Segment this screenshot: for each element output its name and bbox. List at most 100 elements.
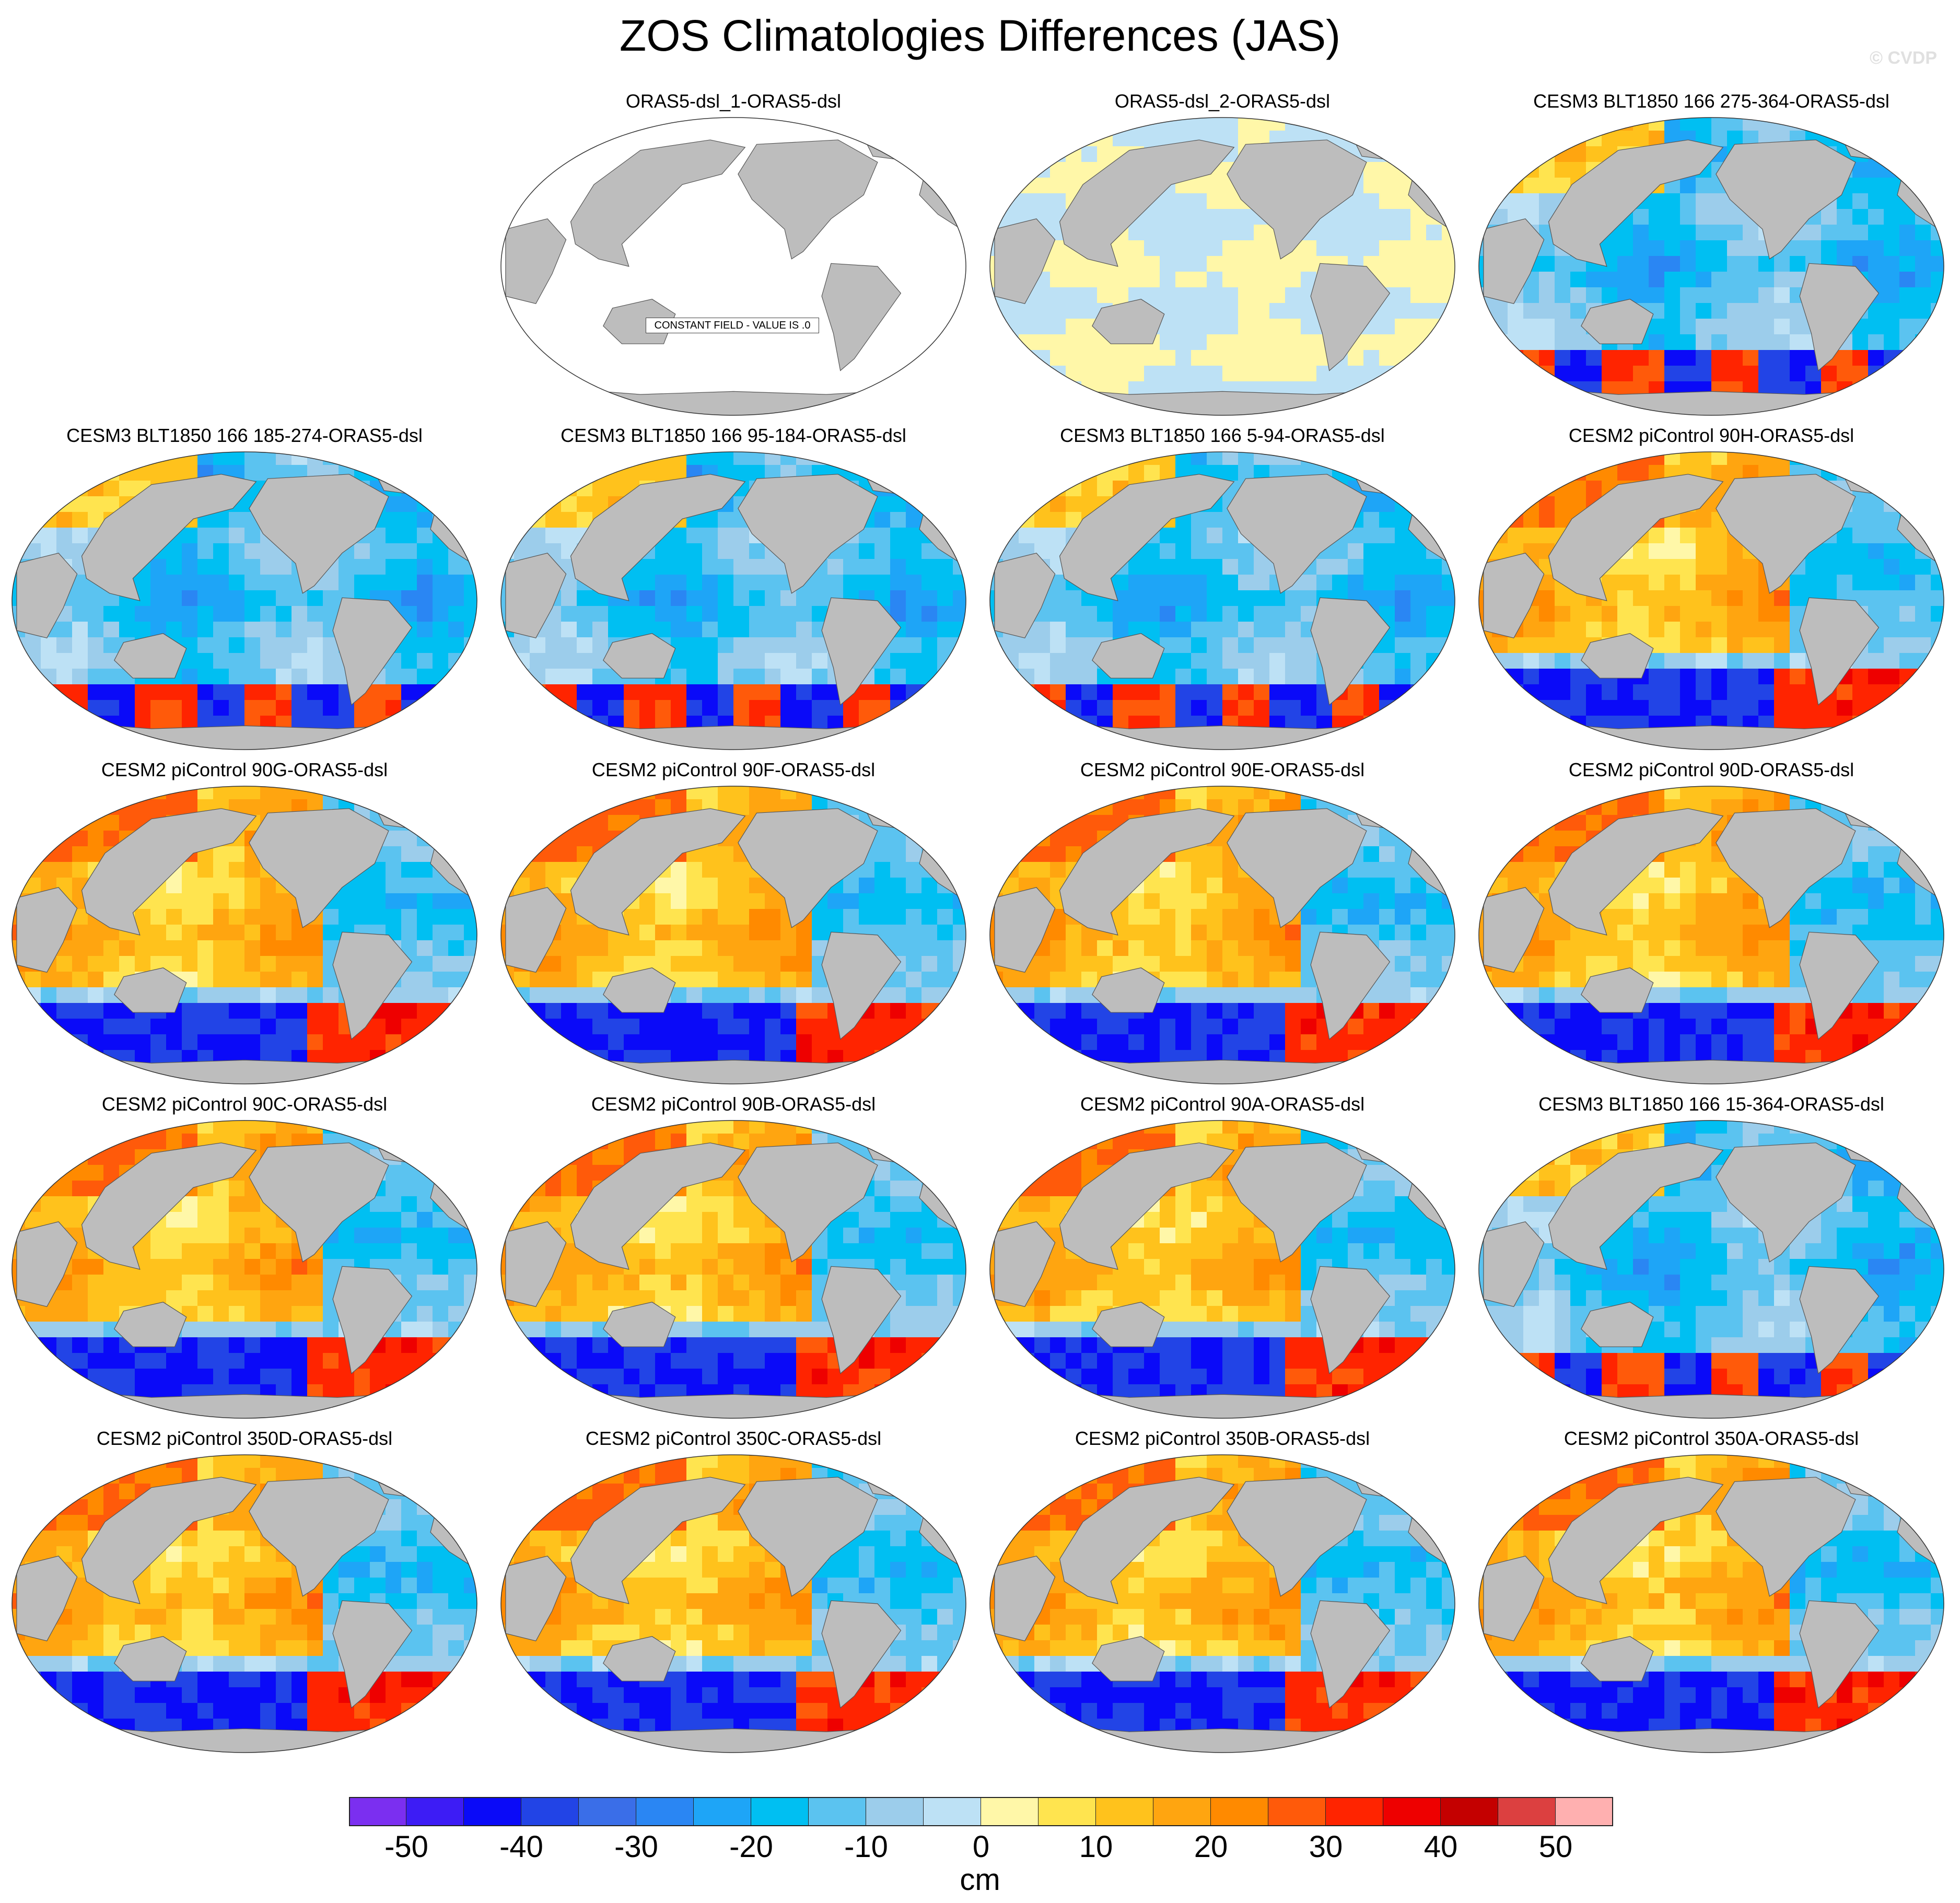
land-namerica <box>249 1477 389 1597</box>
world-map <box>500 117 966 416</box>
colorbar-cell <box>809 1797 866 1826</box>
land-samerica <box>1310 597 1391 706</box>
map-panel: CESM2 piControl 90E-ORAS5-dsl <box>982 758 1463 1084</box>
land-australia <box>603 633 676 679</box>
world-map <box>1478 1454 1944 1753</box>
map-panel: ORAS5-dsl_2-ORAS5-dsl <box>982 90 1463 416</box>
land-samerica <box>1799 931 1880 1040</box>
land-samerica <box>1310 931 1391 1040</box>
colorbar-cell <box>1153 1797 1211 1826</box>
map-panel: CESM2 piControl 350D-ORAS5-dsl <box>4 1427 485 1753</box>
panel-title: CESM2 piControl 90H-ORAS5-dsl <box>1568 425 1854 446</box>
world-map <box>11 1454 477 1753</box>
map-border <box>500 117 966 416</box>
land-namerica <box>738 1477 878 1597</box>
panel-title: CESM2 piControl 90D-ORAS5-dsl <box>1568 759 1854 780</box>
map-panel: CESM2 piControl 350B-ORAS5-dsl <box>982 1427 1463 1753</box>
land-asia <box>1548 474 1724 601</box>
map-border <box>1478 1120 1944 1419</box>
anomaly-field <box>501 786 966 1084</box>
panel-title: CESM2 piControl 90F-ORAS5-dsl <box>591 759 876 780</box>
land-samerica <box>332 597 413 706</box>
world-map <box>1478 786 1944 1084</box>
colorbar-cell <box>751 1797 809 1826</box>
colorbar-tick-label: 30 <box>1309 1830 1343 1864</box>
land-namerica <box>1716 474 1856 594</box>
world-map <box>500 1120 966 1419</box>
map-panels-grid: ORAS5-dsl_1-ORAS5-dsl CONSTANT FIELD - VA… <box>4 90 1944 1753</box>
world-map <box>500 1454 966 1753</box>
anomaly-field <box>990 118 1455 415</box>
land-namerica <box>249 474 389 594</box>
anomaly-field <box>990 1455 1455 1753</box>
land-australia <box>1581 1636 1654 1682</box>
colorbar-tick-label: 40 <box>1424 1830 1458 1864</box>
map-border <box>11 786 477 1084</box>
constant-field-label: CONSTANT FIELD - VALUE IS .0 <box>646 318 819 333</box>
land-asia <box>1548 1477 1724 1604</box>
colorbar-tick-label: -40 <box>499 1830 543 1864</box>
colorbar-tick-label: 50 <box>1538 1830 1573 1864</box>
land-asia <box>570 474 746 601</box>
anomaly-field <box>12 786 477 1084</box>
land-samerica <box>1799 1600 1880 1709</box>
panel-title: CESM2 piControl 350D-ORAS5-dsl <box>96 1428 393 1449</box>
map-panel: CESM2 piControl 90C-ORAS5-dsl <box>4 1093 485 1419</box>
land-asia <box>1548 808 1724 936</box>
land-samerica <box>1799 263 1880 371</box>
anomaly-field <box>1479 786 1944 1084</box>
colorbar-cell <box>1268 1797 1326 1826</box>
colorbar-tick-label: -30 <box>614 1830 658 1864</box>
anomaly-field <box>12 452 477 750</box>
anomaly-field <box>990 1120 1455 1418</box>
colorbar-cell <box>1441 1797 1498 1826</box>
land-namerica <box>1716 139 1856 260</box>
land-namerica <box>738 474 878 594</box>
map-border <box>500 786 966 1084</box>
colorbar-tick-label: 10 <box>1079 1830 1113 1864</box>
land-australia <box>1581 299 1654 344</box>
colorbar-cell <box>1039 1797 1096 1826</box>
panel-title: CESM2 piControl 90E-ORAS5-dsl <box>1080 759 1365 780</box>
colorbar-units: cm <box>960 1863 1000 1897</box>
land-namerica <box>1716 808 1856 928</box>
land-asia <box>81 474 257 601</box>
land-australia <box>1092 1302 1165 1347</box>
panel-title: CESM3 BLT1850 166 5-94-ORAS5-dsl <box>1060 425 1385 446</box>
land-namerica <box>738 139 878 260</box>
land-samerica <box>821 263 902 371</box>
land-australia <box>114 1636 187 1682</box>
anomaly-field <box>501 452 966 750</box>
land-samerica <box>1310 1600 1391 1709</box>
panel-title: CESM2 piControl 350C-ORAS5-dsl <box>585 1428 882 1449</box>
anomaly-field <box>501 118 966 415</box>
world-map <box>1478 117 1944 416</box>
anomaly-field <box>990 452 1455 750</box>
map-panel: CESM3 BLT1850 166 5-94-ORAS5-dsl <box>982 424 1463 750</box>
map-border <box>1478 786 1944 1084</box>
land-samerica <box>1310 263 1391 371</box>
panel-title: CESM3 BLT1850 166 15-364-ORAS5-dsl <box>1538 1093 1884 1115</box>
world-map <box>989 451 1455 750</box>
land-asia <box>81 808 257 936</box>
land-samerica <box>821 1266 902 1374</box>
anomaly-field <box>1479 1120 1944 1418</box>
anomaly-field <box>1479 452 1944 750</box>
map-border <box>11 1120 477 1419</box>
colorbar-cell <box>1383 1797 1441 1826</box>
land-asia <box>570 139 746 267</box>
land-asia <box>1548 139 1724 267</box>
land-australia <box>1581 967 1654 1013</box>
map-border <box>1478 117 1944 416</box>
anomaly-field <box>501 1120 966 1418</box>
land-namerica <box>1716 1142 1856 1263</box>
land-australia <box>1092 1636 1165 1682</box>
land-samerica <box>821 597 902 706</box>
colorbar-cell <box>406 1797 464 1826</box>
land-samerica <box>1310 1266 1391 1374</box>
map-border <box>11 451 477 750</box>
map-border <box>500 1454 966 1753</box>
land-australia <box>1092 299 1165 344</box>
anomaly-field <box>12 1455 477 1753</box>
map-border <box>989 786 1455 1084</box>
